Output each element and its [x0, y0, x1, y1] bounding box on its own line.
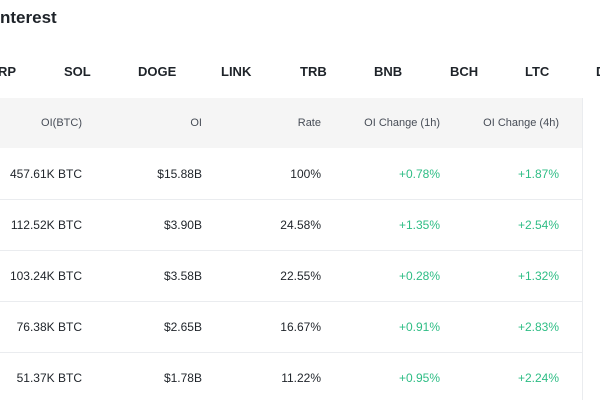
table-cell: 51.37K BTC [16, 371, 82, 385]
table-cell: 103.24K BTC [9, 269, 82, 283]
column-header: Rate [297, 117, 321, 129]
row-divider [0, 301, 582, 302]
table-cell: 24.58% [280, 218, 321, 232]
column-header: OI [190, 117, 202, 129]
table-cell: 11.22% [281, 371, 321, 385]
tab[interactable]: TRB [300, 64, 327, 79]
tab[interactable]: LINK [221, 64, 252, 79]
table-cell: +2.54% [517, 218, 559, 232]
table-cell: +1.32% [517, 269, 559, 283]
tab[interactable]: RP [0, 64, 17, 79]
table-cell: +2.83% [517, 320, 559, 334]
table-cell: +0.91% [398, 320, 440, 334]
table-cell: $1.78B [163, 371, 202, 385]
table-cell: +0.28% [398, 269, 440, 283]
column-header: OI Change (4h) [483, 117, 559, 129]
table-cell: 76.38K BTC [16, 320, 82, 334]
table-cell: +2.24% [517, 371, 559, 385]
tab[interactable]: DOGE [138, 64, 177, 79]
table-cell: $3.58B [163, 269, 202, 283]
table-cell: +0.78% [398, 167, 440, 181]
tab[interactable]: BNB [374, 64, 403, 79]
row-divider [0, 352, 582, 353]
table-cell: 22.55% [280, 269, 321, 283]
table-cell: +1.35% [398, 218, 440, 232]
tab[interactable]: D [596, 64, 600, 79]
table-cell: +0.95% [398, 371, 440, 385]
table-cell: $3.90B [163, 218, 202, 232]
table-cell: $2.65B [163, 320, 202, 334]
page-title: nterest [0, 8, 57, 27]
divider [582, 98, 583, 400]
tab[interactable]: LTC [525, 64, 550, 79]
table-cell: 100% [290, 167, 321, 181]
tab[interactable]: BCH [450, 64, 479, 79]
table-cell: 457.61K BTC [9, 167, 82, 181]
table-cell: 16.67% [280, 320, 321, 334]
tab[interactable]: SOL [64, 64, 91, 79]
table-cell: +1.87% [517, 167, 559, 181]
row-divider [0, 199, 582, 200]
column-header: OI Change (1h) [364, 117, 440, 129]
row-divider [0, 250, 582, 251]
table-cell: $15.88B [157, 167, 202, 181]
column-header: OI(BTC) [41, 117, 82, 129]
table-cell: 112.52K BTC [10, 218, 82, 232]
table-header-bg [0, 98, 582, 148]
